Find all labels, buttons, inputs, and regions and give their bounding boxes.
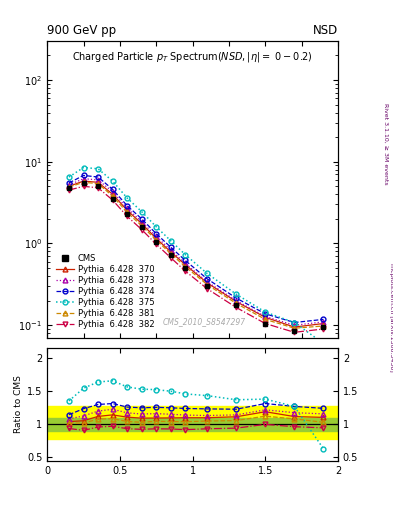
Text: CMS_2010_S8547297: CMS_2010_S8547297 xyxy=(163,317,246,326)
Text: Charged Particle $p_T$ Spectrum$(NSD, |\eta|=\ 0 - 0.2)$: Charged Particle $p_T$ Spectrum$(NSD, |\… xyxy=(72,50,313,64)
Text: 900 GeV pp: 900 GeV pp xyxy=(47,24,116,36)
Y-axis label: Ratio to CMS: Ratio to CMS xyxy=(14,375,23,434)
Text: Rivet 3.1.10, ≥ 3M events: Rivet 3.1.10, ≥ 3M events xyxy=(383,102,388,184)
Bar xyxy=(47,406,338,439)
Text: NSD: NSD xyxy=(313,24,338,36)
Bar xyxy=(47,418,338,431)
Legend: CMS, Pythia  6.428  370, Pythia  6.428  373, Pythia  6.428  374, Pythia  6.428  : CMS, Pythia 6.428 370, Pythia 6.428 373,… xyxy=(54,252,156,331)
Text: mcplots.cern.ch [arXiv:1306.3436]: mcplots.cern.ch [arXiv:1306.3436] xyxy=(389,263,393,372)
